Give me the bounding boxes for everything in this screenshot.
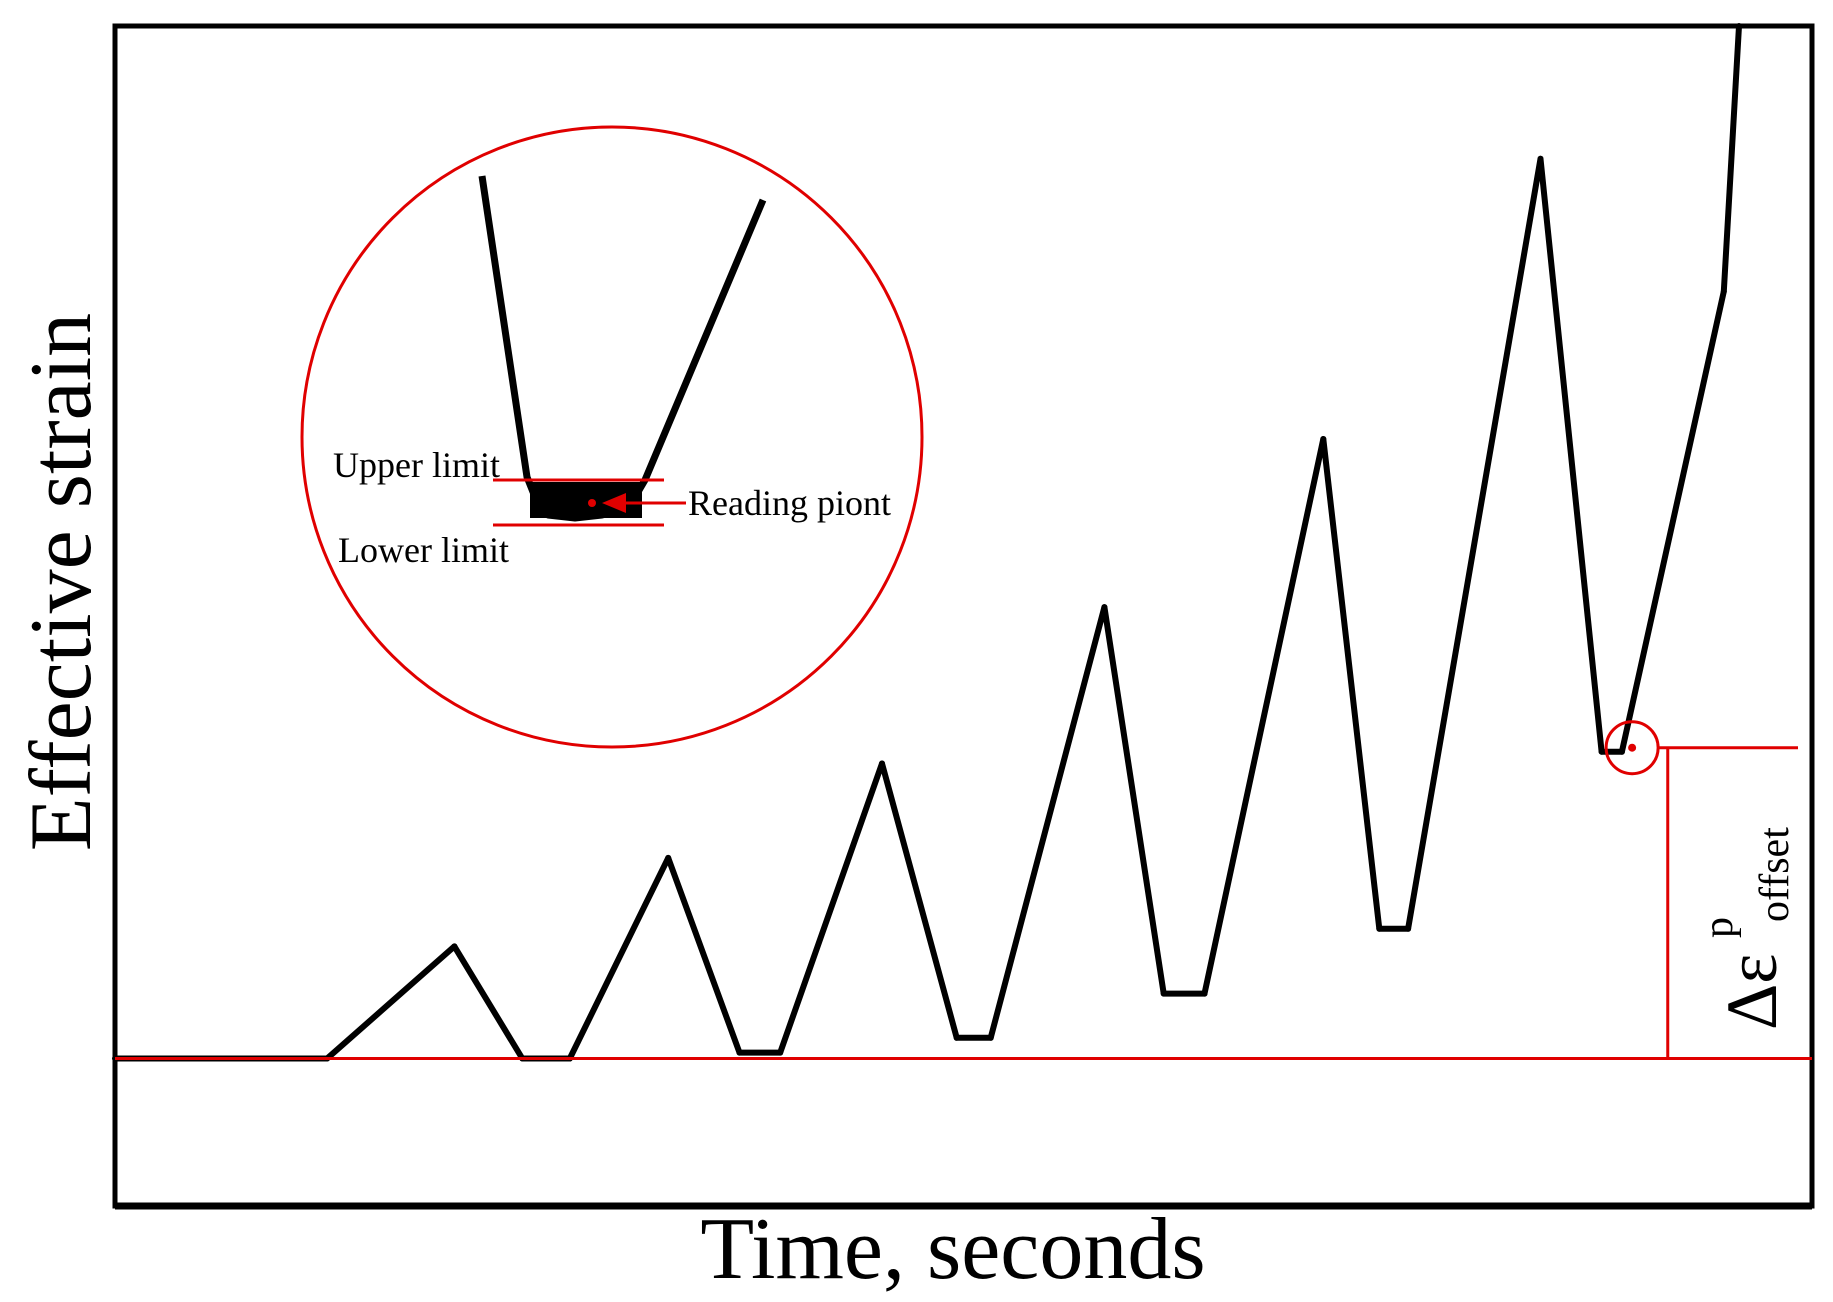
strain-data-point bbox=[1598, 748, 1605, 755]
strain-data-point bbox=[987, 1034, 994, 1041]
strain-data-point bbox=[1618, 748, 1625, 755]
offset-bracket bbox=[1604, 720, 1798, 1059]
strain-data-point bbox=[1405, 925, 1412, 932]
offset-subscript: offset bbox=[1752, 827, 1798, 922]
strain-data-point bbox=[451, 943, 458, 950]
strain-data-point bbox=[953, 1034, 960, 1041]
strain-data-point bbox=[1736, 23, 1742, 29]
strain-data-point bbox=[1376, 925, 1383, 932]
offset-label: Δε p offset bbox=[1696, 827, 1798, 1030]
inset-curve bbox=[478, 175, 767, 522]
y-axis-label: Effective strain bbox=[13, 313, 110, 851]
offset-delta-symbol: Δε bbox=[1712, 953, 1792, 1030]
strain-data-point bbox=[1720, 288, 1727, 295]
upper-limit-label: Upper limit bbox=[333, 445, 500, 485]
inset-reading-arrow-head bbox=[602, 493, 626, 513]
small-reading-point bbox=[1628, 743, 1637, 752]
strain-data-point bbox=[1101, 604, 1108, 611]
offset-superscript: p bbox=[1696, 917, 1742, 938]
plot-area-frame bbox=[112, 23, 1815, 1209]
strain-data-point bbox=[665, 854, 672, 861]
inset-reading-point bbox=[588, 499, 596, 507]
strain-data-point bbox=[1160, 990, 1167, 997]
strain-data-point bbox=[736, 1049, 743, 1056]
strain-data-point bbox=[777, 1049, 784, 1056]
inset-circle bbox=[300, 125, 924, 749]
strain-data-point bbox=[1320, 436, 1327, 442]
reading-point-label: Reading piont bbox=[688, 483, 891, 523]
small-highlight-circle bbox=[1604, 720, 1660, 776]
strain-data-point bbox=[879, 760, 885, 767]
x-axis-label: Time, seconds bbox=[700, 1201, 1205, 1298]
strain-data-point bbox=[1537, 155, 1544, 162]
lower-limit-label: Lower limit bbox=[338, 530, 509, 570]
inset-magnifier: Upper limit Lower limit Reading piont bbox=[300, 125, 924, 749]
strain-data-point bbox=[1201, 990, 1208, 997]
